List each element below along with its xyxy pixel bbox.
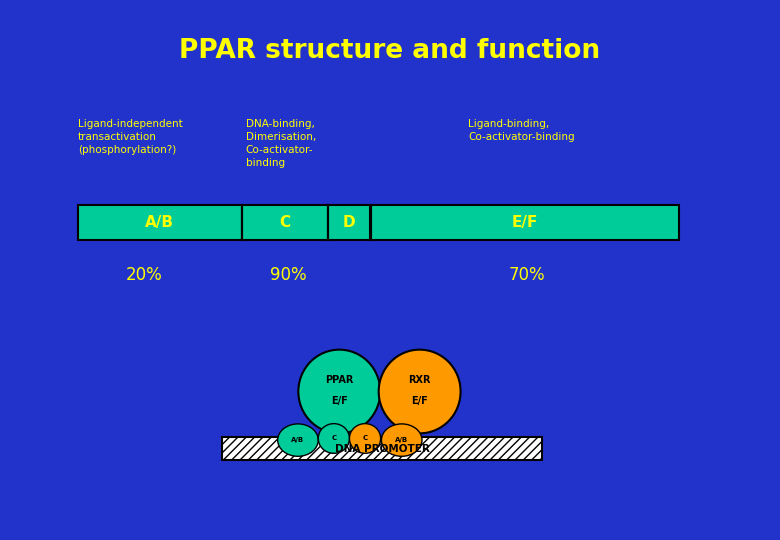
Ellipse shape	[298, 350, 381, 433]
Text: E/F: E/F	[512, 215, 537, 230]
Text: E/F: E/F	[411, 396, 428, 406]
Ellipse shape	[381, 424, 422, 456]
Text: DNA-binding,
Dimerisation,
Co-activator-
binding: DNA-binding, Dimerisation, Co-activator-…	[246, 119, 316, 168]
Text: PPAR: PPAR	[325, 375, 353, 384]
Bar	[78, 205, 242, 240]
Text: 20%: 20%	[126, 266, 163, 285]
Text: D: D	[342, 215, 356, 230]
Bar	[222, 437, 542, 460]
Text: A/B: A/B	[395, 437, 408, 443]
Text: C: C	[363, 435, 367, 442]
Text: E/F: E/F	[331, 396, 348, 406]
Text: A/B: A/B	[292, 437, 304, 443]
Bar	[370, 205, 679, 240]
Text: 90%: 90%	[271, 266, 307, 285]
Text: C: C	[279, 215, 290, 230]
Text: C: C	[332, 435, 336, 442]
Ellipse shape	[318, 423, 349, 454]
Text: Ligand-binding,
Co-activator-binding: Ligand-binding, Co-activator-binding	[468, 119, 575, 142]
Bar	[328, 205, 370, 240]
Ellipse shape	[278, 424, 318, 456]
Ellipse shape	[349, 423, 381, 454]
Text: 70%: 70%	[509, 266, 544, 285]
Text: RXR: RXR	[409, 375, 431, 384]
Text: DNA PROMOTER: DNA PROMOTER	[335, 444, 430, 454]
Text: PPAR structure and function: PPAR structure and function	[179, 38, 601, 64]
Ellipse shape	[379, 350, 460, 433]
Text: A/B: A/B	[145, 215, 175, 230]
Bar	[242, 205, 328, 240]
Text: Ligand-independent
transactivation
(phosphorylation?): Ligand-independent transactivation (phos…	[78, 119, 183, 155]
